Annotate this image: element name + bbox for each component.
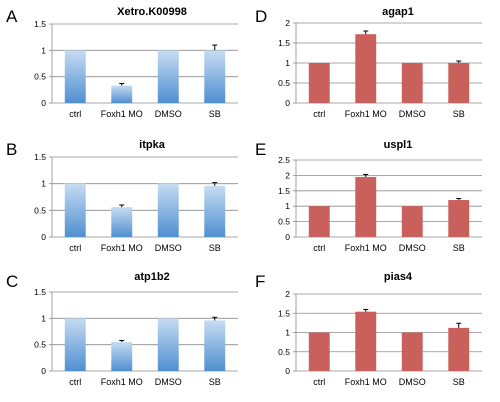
panel-f-bar-dmso <box>401 332 423 371</box>
panel-b-bar-foxh1-mo <box>111 207 133 237</box>
panel-d-bar-dmso <box>401 63 423 103</box>
panel-a-letter: A <box>6 7 18 26</box>
panel-d-bar-ctrl <box>308 63 330 103</box>
panel-a-ytick-label: 0 <box>41 98 46 108</box>
panel-e-ytick-label: 0.5 <box>278 217 290 227</box>
panel-e-category-label: DMSO <box>399 243 426 253</box>
panel-f-category-label: ctrl <box>313 377 325 387</box>
panel-d-letter: D <box>255 7 267 26</box>
panel-d-ytick-label: 0.5 <box>278 78 290 88</box>
panel-d-category-label: Foxh1 MO <box>345 109 387 119</box>
panel-e-ytick-label: 0 <box>285 232 290 242</box>
panel-f-ytick-label: 1.5 <box>278 308 290 318</box>
panel-a-chart: A Xetro.K00998 0 0.5 1 1.5 ctrl Foxh1 MO DMSO SB <box>6 6 238 119</box>
panel-c-category-label: DMSO <box>155 377 182 387</box>
panel-a-bar-sb <box>204 50 226 103</box>
panel-d-ytick-label: 2 <box>285 18 290 28</box>
panel-b-category-label: ctrl <box>69 243 81 253</box>
panel-e-ytick-label: 1 <box>285 201 290 211</box>
panel-e-category-label: Foxh1 MO <box>345 243 387 253</box>
panel-b-bar-ctrl <box>64 183 86 237</box>
panel-a-ytick-label: 1.5 <box>34 19 46 29</box>
panel-f-ytick-label: 1 <box>285 328 290 338</box>
panel-a-category-label: ctrl <box>69 109 81 119</box>
panel-b-category-label: SB <box>209 243 221 253</box>
panel-b-ytick-label: 0 <box>41 232 46 242</box>
panel-d-ytick-label: 1.5 <box>278 38 290 48</box>
panel-b-title: itpka <box>139 139 166 151</box>
panel-c-bar-dmso <box>157 318 179 371</box>
panel-a-bar-foxh1-mo <box>111 85 133 103</box>
panel-b-category-label: Foxh1 MO <box>101 243 143 253</box>
panel-a-title: Xetro.K00998 <box>117 6 187 18</box>
panel-f-bar-sb <box>448 327 470 371</box>
panel-e-bar-foxh1-mo <box>355 176 377 237</box>
panel-a-ytick-label: 0.5 <box>34 72 46 82</box>
panel-d-bar-sb <box>448 63 470 103</box>
panel-e-ytick-label: 2 <box>285 170 290 180</box>
panel-d-category-label: ctrl <box>313 109 325 119</box>
panel-c-bar-sb <box>204 320 226 371</box>
panel-c-category-label: ctrl <box>69 377 81 387</box>
panel-f-title: pias4 <box>384 271 413 283</box>
panel-e-bar-sb <box>448 200 470 237</box>
panel-c-ytick-label: 0.5 <box>34 340 46 350</box>
panel-a-category-label: DMSO <box>155 109 182 119</box>
panel-a-bar-dmso <box>157 50 179 103</box>
panel-a-ytick-label: 1 <box>41 45 46 55</box>
panel-c-category-label: Foxh1 MO <box>101 377 143 387</box>
panel-f-ytick-label: 2 <box>285 289 290 299</box>
panel-a-category-label: Foxh1 MO <box>101 109 143 119</box>
panel-e-bar-ctrl <box>308 206 330 237</box>
panel-c-bar-ctrl <box>64 318 86 371</box>
panel-d-category-label: DMSO <box>399 109 426 119</box>
panel-a-category-label: SB <box>209 109 221 119</box>
panel-b-ytick-label: 1 <box>41 179 46 189</box>
panel-f-category-label: SB <box>453 377 465 387</box>
panel-c-title: atp1b2 <box>134 271 169 283</box>
panel-d-ytick-label: 0 <box>285 98 290 108</box>
panel-e-category-label: SB <box>453 243 465 253</box>
panel-b-ytick-label: 1.5 <box>34 152 46 162</box>
panel-e-letter: E <box>255 140 266 159</box>
panel-b-bar-sb <box>204 185 226 237</box>
panel-f-category-label: Foxh1 MO <box>345 377 387 387</box>
panel-f-ytick-label: 0 <box>285 366 290 376</box>
panel-c-ytick-label: 1.5 <box>34 287 46 297</box>
panel-f-category-label: DMSO <box>399 377 426 387</box>
panel-d-bar-foxh1-mo <box>355 34 377 104</box>
panel-b-ytick-label: 0.5 <box>34 205 46 215</box>
panel-c-ytick-label: 1 <box>41 313 46 323</box>
panel-c-bar-foxh1-mo <box>111 342 133 371</box>
panel-c-letter: C <box>6 272 18 291</box>
panel-e-category-label: ctrl <box>313 243 325 253</box>
panel-e-ytick-label: 1.5 <box>278 186 290 196</box>
panel-f-bar-ctrl <box>308 332 330 371</box>
panel-f-letter: F <box>255 272 265 291</box>
panel-d-title: agap1 <box>382 6 414 18</box>
panel-c-category-label: SB <box>209 377 221 387</box>
panel-e-bar-dmso <box>401 206 423 237</box>
panel-a-bar-ctrl <box>64 50 86 103</box>
panel-b-bar-dmso <box>157 183 179 237</box>
panel-f-ytick-label: 0.5 <box>278 347 290 357</box>
panel-b-category-label: DMSO <box>155 243 182 253</box>
panel-d-ytick-label: 1 <box>285 58 290 68</box>
panel-b-letter: B <box>6 140 17 159</box>
panel-f-bar-foxh1-mo <box>355 311 377 371</box>
panel-c-ytick-label: 0 <box>41 366 46 376</box>
panel-e-title: uspl1 <box>384 139 413 151</box>
panel-e-ytick-label: 2.5 <box>278 155 290 165</box>
panel-d-category-label: SB <box>453 109 465 119</box>
